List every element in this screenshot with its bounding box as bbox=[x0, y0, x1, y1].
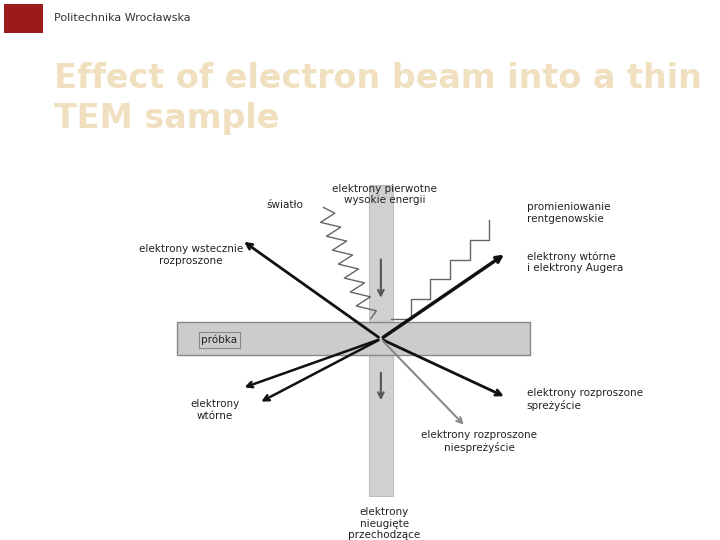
Text: elektrony rozproszone
niespreżyście: elektrony rozproszone niespreżyście bbox=[421, 430, 537, 453]
Text: elektrony pierwotne
wysokie energii: elektrony pierwotne wysokie energii bbox=[332, 184, 437, 205]
Text: elektrony wstecznie
rozproszone: elektrony wstecznie rozproszone bbox=[139, 244, 243, 266]
Text: elektrony rozproszone
spreżyście: elektrony rozproszone spreżyście bbox=[527, 388, 643, 410]
Text: elektrony
nieugięte
przechodzące: elektrony nieugięte przechodzące bbox=[348, 507, 420, 540]
Bar bbox=[369, 185, 393, 322]
Bar bbox=[369, 355, 393, 496]
Text: światło: światło bbox=[266, 200, 303, 211]
Text: próbka: próbka bbox=[201, 334, 238, 345]
Text: elektrony wtórne
i elektrony Augera: elektrony wtórne i elektrony Augera bbox=[527, 251, 623, 273]
Text: Effect of electron beam into a thin
TEM sample: Effect of electron beam into a thin TEM … bbox=[54, 63, 702, 135]
Text: Politechnika Wrocławska: Politechnika Wrocławska bbox=[54, 14, 191, 23]
Text: promieniowanie
rentgenowskie: promieniowanie rentgenowskie bbox=[527, 202, 611, 224]
Bar bbox=[4, 4, 43, 33]
Text: elektrony
wtórne: elektrony wtórne bbox=[190, 400, 239, 421]
Bar bbox=[177, 322, 530, 355]
